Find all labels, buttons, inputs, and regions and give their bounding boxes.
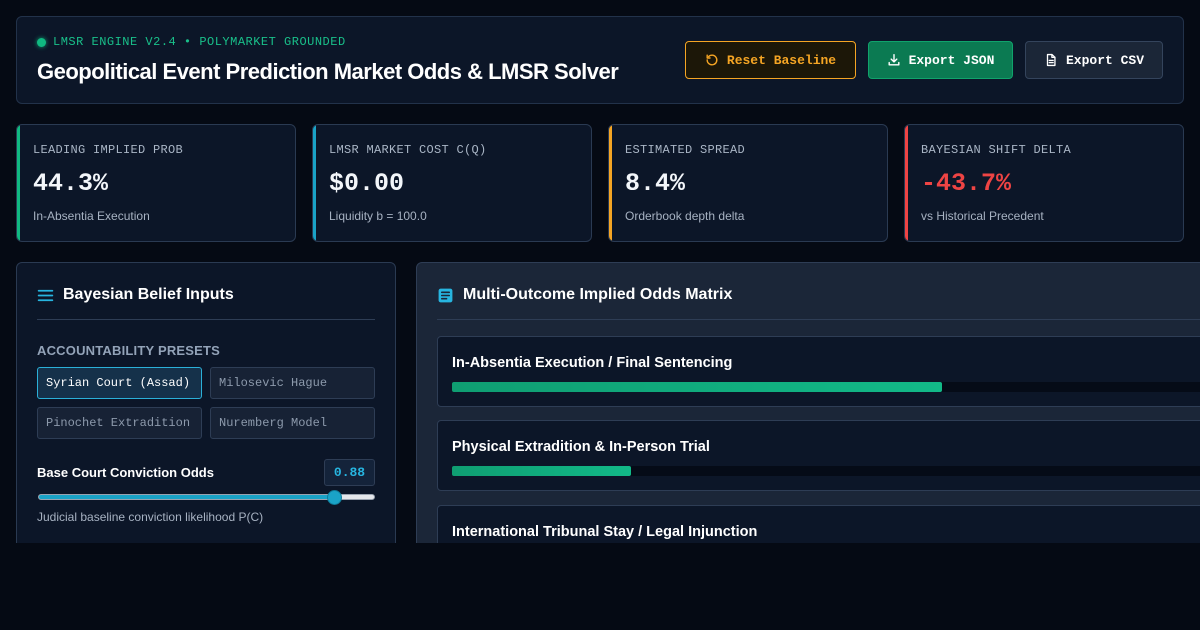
engine-status: LMSR ENGINE V2.4 • POLYMARKET GROUNDED <box>37 35 346 49</box>
conviction-odds-label: Base Court Conviction Odds <box>37 465 214 480</box>
stat-card-leading-prob: LEADING IMPLIED PROB 44.3% In-Absentia E… <box>16 124 296 242</box>
presets-label: ACCOUNTABILITY PRESETS <box>37 343 221 358</box>
status-dot-icon <box>37 37 46 47</box>
engine-label: LMSR ENGINE V2.4 • POLYMARKET GROUNDED <box>53 35 346 49</box>
list-icon <box>37 289 54 301</box>
outcome-name: In-Absentia Execution / Final Sentencing <box>452 355 733 371</box>
file-icon <box>1046 53 1056 67</box>
stat-subtitle: Liquidity b = 100.0 <box>329 209 427 223</box>
outcome-bar <box>452 466 1200 476</box>
stat-card-market-cost: LMSR MARKET COST C(Q) $0.00 Liquidity b … <box>312 124 592 242</box>
panel-header: Bayesian Belief Inputs <box>37 286 234 304</box>
odds-matrix-panel: Multi-Outcome Implied Odds Matrix In-Abs… <box>416 262 1200 576</box>
page-title: Geopolitical Event Prediction Market Odd… <box>37 59 619 84</box>
stat-accent <box>905 125 908 241</box>
preset-milosevic-hague[interactable]: Milosevic Hague <box>210 367 375 399</box>
stat-label: BAYESIAN SHIFT DELTA <box>921 143 1072 157</box>
reset-baseline-button[interactable]: Reset Baseline <box>685 41 856 79</box>
outcome-name: Physical Extradition & In-Person Trial <box>452 439 710 455</box>
stat-value: 44.3% <box>33 169 109 198</box>
stat-subtitle: In-Absentia Execution <box>33 209 150 223</box>
stat-accent <box>17 125 20 241</box>
stat-value: -43.7% <box>921 169 1012 198</box>
stat-accent <box>313 125 316 241</box>
bayesian-belief-panel: Bayesian Belief Inputs ACCOUNTABILITY PR… <box>16 262 396 562</box>
divider <box>37 319 375 320</box>
panel-title: Multi-Outcome Implied Odds Matrix <box>463 286 733 303</box>
stat-value: $0.00 <box>329 169 405 198</box>
outcome-row[interactable]: Physical Extradition & In-Person Trial <box>437 420 1200 491</box>
outcome-bar-fill <box>452 382 943 392</box>
outcome-row[interactable]: In-Absentia Execution / Final Sentencing <box>437 336 1200 407</box>
conviction-odds-slider[interactable] <box>38 490 375 505</box>
export-csv-label: Export CSV <box>1065 52 1144 68</box>
stat-accent <box>609 125 612 241</box>
slider-thumb[interactable] <box>326 490 342 505</box>
refresh-icon <box>706 54 718 66</box>
export-json-button[interactable]: Export JSON <box>868 41 1013 79</box>
outcome-bar <box>452 382 1200 392</box>
stat-subtitle: vs Historical Precedent <box>921 209 1044 223</box>
stat-label: LEADING IMPLIED PROB <box>33 143 184 157</box>
slider-fill <box>39 495 334 499</box>
stat-label: ESTIMATED SPREAD <box>625 143 746 157</box>
stat-subtitle: Orderbook depth delta <box>625 209 745 223</box>
document-list-icon <box>438 288 453 302</box>
conviction-odds-help: Judicial baseline conviction likelihood … <box>37 510 264 524</box>
preset-pinochet-extradition[interactable]: Pinochet Extradition <box>37 407 202 439</box>
preset-syrian-court[interactable]: Syrian Court (Assad) <box>37 367 202 399</box>
stat-label: LMSR MARKET COST C(Q) <box>329 143 487 157</box>
outcome-name: International Tribunal Stay / Legal Inju… <box>452 524 758 540</box>
export-json-label: Export JSON <box>908 52 995 68</box>
download-icon <box>888 54 900 66</box>
preset-nuremberg-model[interactable]: Nuremberg Model <box>210 407 375 439</box>
outcome-bar-fill <box>452 466 632 476</box>
header-card: LMSR ENGINE V2.4 • POLYMARKET GROUNDED G… <box>16 16 1184 104</box>
panel-header: Multi-Outcome Implied Odds Matrix <box>437 286 732 304</box>
page-footer-area <box>0 543 1200 630</box>
panel-title: Bayesian Belief Inputs <box>63 286 234 303</box>
export-csv-button[interactable]: Export CSV <box>1025 41 1163 79</box>
divider <box>437 319 1200 320</box>
conviction-odds-value: 0.88 <box>324 459 375 486</box>
stat-value: 8.4% <box>625 169 686 198</box>
reset-baseline-label: Reset Baseline <box>726 52 837 68</box>
stat-card-spread: ESTIMATED SPREAD 8.4% Orderbook depth de… <box>608 124 888 242</box>
stat-card-bayesian-shift: BAYESIAN SHIFT DELTA -43.7% vs Historica… <box>904 124 1184 242</box>
